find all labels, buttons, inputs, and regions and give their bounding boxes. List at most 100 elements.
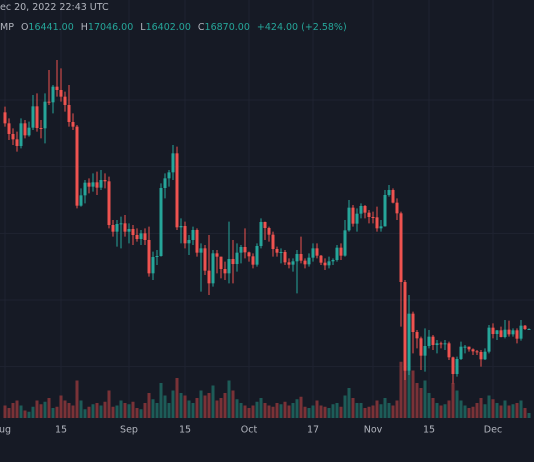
volume-bar: [119, 400, 123, 418]
volume-bar: [131, 401, 135, 418]
candle-body: [347, 207, 351, 231]
volume-bar: [79, 400, 83, 418]
volume-bar: [423, 380, 427, 418]
candle-body: [307, 257, 311, 265]
candle-body: [183, 226, 187, 244]
volume-bar: [379, 404, 383, 418]
candle-body: [379, 226, 383, 229]
candle-body: [135, 235, 139, 239]
candle-body: [219, 256, 223, 269]
candle-body: [99, 180, 103, 188]
volume-bar: [499, 405, 503, 418]
volume-bar: [295, 399, 299, 418]
candle-body: [175, 153, 179, 228]
volume-bar: [367, 406, 371, 418]
candle-body: [55, 86, 59, 90]
ohlc-field: L16402.00: [140, 22, 191, 33]
candle-body: [495, 330, 499, 334]
candle-body: [147, 240, 151, 274]
candle-body: [95, 182, 99, 188]
candle-body: [199, 248, 203, 253]
volume-bar: [511, 404, 515, 418]
candle-body: [391, 190, 395, 203]
candle-body: [383, 195, 387, 227]
volume-bar: [331, 404, 335, 418]
candle-body: [471, 349, 475, 352]
candle-body: [267, 228, 271, 235]
volume-bar: [431, 398, 435, 418]
candle-body: [515, 330, 519, 339]
candle-body: [7, 123, 11, 134]
volume-bar: [207, 393, 211, 418]
volume-bar: [215, 400, 219, 418]
volume-bar: [287, 405, 291, 418]
symbol: MP: [0, 22, 14, 33]
candle-body: [435, 343, 439, 345]
volume-bar: [71, 405, 75, 418]
candle-body: [163, 178, 167, 188]
candle-body: [167, 172, 171, 179]
candle-body: [315, 248, 319, 256]
candle-body: [359, 206, 363, 214]
volume-bar: [67, 403, 71, 418]
candle-body: [223, 269, 227, 274]
volume-bar: [247, 408, 251, 418]
candle-body: [71, 122, 75, 127]
volume-bar: [259, 398, 263, 418]
candle-body: [119, 223, 123, 225]
candle-body: [231, 259, 235, 264]
volume-bar: [279, 404, 283, 418]
ohlc-line: MP O16441.00 H17046.00 L16402.00 C16870.00 …: [0, 22, 347, 33]
candle-body: [91, 182, 95, 187]
volume-bar: [159, 383, 163, 418]
volume-bar: [55, 406, 59, 418]
candle-body: [207, 270, 211, 284]
volume-bar: [507, 405, 511, 418]
volume-bar: [211, 385, 215, 418]
volume-bar: [371, 405, 375, 418]
volume-bar: [267, 405, 271, 418]
candle-body: [375, 217, 379, 229]
candle-body: [291, 261, 295, 265]
x-tick-label: 17: [307, 425, 319, 436]
volume-bar: [271, 406, 275, 418]
volume-bar: [63, 400, 67, 418]
candle-body: [251, 256, 255, 265]
candle-body: [319, 255, 323, 263]
candle-body: [335, 247, 339, 260]
candle-body: [411, 313, 415, 332]
candle-body: [427, 336, 431, 346]
volume-bar: [171, 390, 175, 418]
volume-bar: [427, 393, 431, 418]
volume-bar: [435, 403, 439, 418]
volume-bar: [23, 410, 27, 418]
volume-bar: [3, 405, 7, 418]
candle-body: [19, 123, 23, 146]
date: ec 20, 2022 22:43 UTC: [0, 2, 109, 13]
ohlc-field: H17046.00: [81, 22, 134, 33]
volume-bar: [527, 413, 531, 418]
volume-bar: [123, 403, 127, 418]
candle-body: [171, 153, 175, 173]
candle-body: [519, 325, 523, 339]
candle-body: [103, 180, 107, 182]
candle-body: [179, 226, 183, 228]
volume-bar: [495, 403, 499, 418]
x-tick-label: Dec: [484, 425, 502, 436]
candle-body: [263, 222, 267, 228]
field-label: O: [20, 22, 29, 33]
volume-bar: [27, 411, 31, 418]
candle-body: [115, 224, 119, 232]
volume-bar: [143, 403, 147, 418]
candle-body: [59, 90, 63, 97]
volume-bar: [491, 399, 495, 418]
volume-bar: [15, 400, 19, 418]
volume-bar: [483, 404, 487, 418]
candle-body: [511, 330, 515, 335]
candle-body: [303, 260, 307, 265]
candle-body: [503, 329, 507, 337]
candle-body: [35, 106, 39, 128]
candle-body: [287, 262, 291, 265]
volume-bar: [179, 393, 183, 418]
volume-bar: [503, 400, 507, 418]
